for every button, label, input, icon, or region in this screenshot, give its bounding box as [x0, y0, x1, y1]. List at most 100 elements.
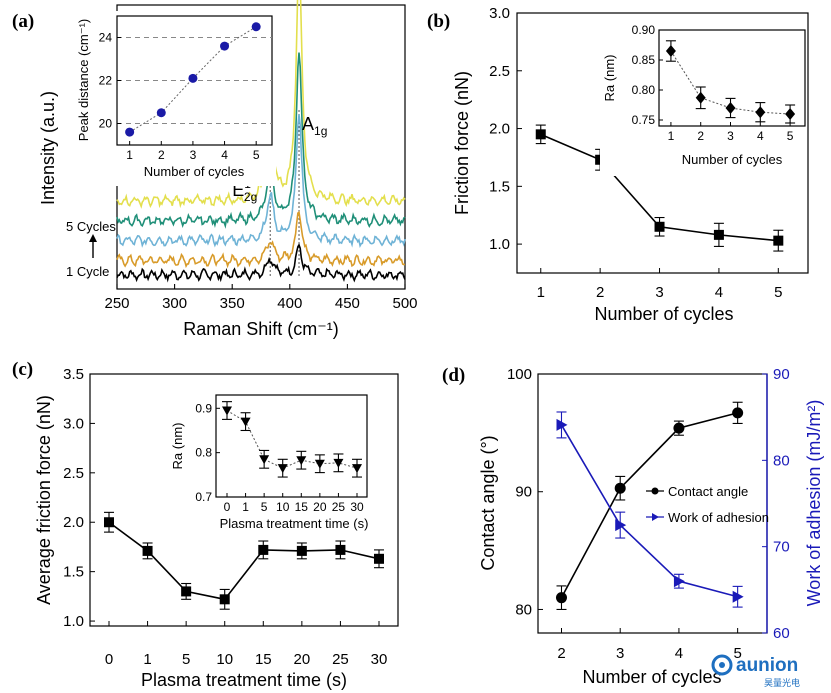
panel-c-y-tick-label: 2.0	[63, 514, 84, 531]
panel-d-point	[614, 482, 626, 494]
legend-work-marker	[652, 513, 659, 521]
panel-c-x-tick-label: 10	[216, 651, 233, 668]
panel-a-annotation-top: 5 Cycles	[66, 219, 116, 234]
panel-a-inset-x-tick-label: 3	[190, 148, 197, 162]
panel-c-series-line	[108, 521, 380, 601]
panel-b-x-tick-label: 4	[715, 284, 723, 301]
panel-b-inset-y-label: Ra (nm)	[602, 55, 617, 102]
panel-b-y-tick-label: 1.0	[489, 236, 510, 253]
panel-b-point	[654, 221, 665, 232]
panel-a-series-line	[116, 210, 406, 269]
panel-c-inset-point	[296, 456, 307, 466]
panel-a-inset-x-tick-label: 1	[126, 148, 133, 162]
panel-a-inset-y-tick-label: 24	[99, 31, 113, 45]
panel-b-y-tick-label: 1.5	[489, 178, 510, 195]
panel-c-y-tick-label: 2.5	[63, 465, 84, 482]
panel-b-inset-point	[725, 102, 736, 114]
panel-b-inset-y-tick-label: 0.90	[632, 23, 656, 37]
panel-c-inset-x-tick-label: 30	[350, 500, 364, 514]
panel-c-x-label: Plasma treatment time (s)	[141, 670, 347, 690]
panel-c-inset-point	[333, 458, 344, 468]
panel-c-inset-x-tick-label: 5	[261, 500, 268, 514]
panel-b-x-tick-label: 3	[655, 284, 663, 301]
panel-c-inset-point	[314, 459, 325, 469]
panel-d-y-label: Contact angle (°)	[478, 435, 498, 570]
panel-c-y-tick-label: 3.5	[63, 366, 84, 383]
panel-c-point	[219, 594, 230, 605]
panel-c-inset-bg	[162, 378, 392, 536]
panel-c-x-tick-label: 20	[294, 651, 311, 668]
panel-a-inset-y-label: Peak distance (cm⁻¹)	[76, 19, 91, 141]
panel-a-inset-x-tick-label: 5	[253, 148, 260, 162]
panel-d-point	[732, 407, 744, 419]
logo-sub: 昊量光电	[764, 677, 800, 689]
panel-c-inset-y-tick-label: 0.7	[195, 490, 212, 504]
panel-a-x-tick-label: 350	[220, 295, 245, 312]
panel-c-inset-y-tick-label: 0.8	[195, 446, 212, 460]
panel-d-y2-tick-label: 90	[773, 366, 790, 383]
panel-b-inset-y-tick-label: 0.85	[632, 53, 656, 67]
panel-c-inset-point	[352, 464, 362, 474]
panel-a-inset-x-tick-label: 2	[158, 148, 165, 162]
legend-contact-marker	[651, 487, 659, 495]
panel-c: (c) 1.01.52.02.53.03.50 1 5 10 15 20 25 30 Plas…	[12, 359, 399, 690]
panel-a-series-line	[116, 52, 406, 229]
logo-icon-core	[719, 662, 725, 668]
panel-b-inset-x-tick-label: 3	[727, 129, 734, 143]
panel-b-x-tick-label: 5	[774, 284, 782, 301]
panel-c-point	[374, 553, 384, 564]
panel-d-y2-tick-label: 80	[773, 452, 790, 469]
panel-d-y2-tick-label: 70	[773, 539, 790, 556]
panel-c-inset-point	[259, 455, 270, 465]
panel-d-series-line	[560, 424, 738, 598]
panel-d-y2-label: Work of adhesion (mJ/m²)	[804, 400, 824, 607]
panel-c-x-tick-label: 1	[143, 651, 151, 668]
panel-b-inset-frame	[658, 29, 806, 127]
panel-b-inset-x-tick-label: 2	[697, 129, 704, 143]
panel-b-inset-point	[695, 91, 706, 104]
panel-a-series-line	[116, 243, 406, 283]
panel-b-y-tick-label: 2.5	[489, 63, 510, 80]
panel-b-inset-point	[755, 106, 766, 119]
panel-a-x-tick-label: 300	[162, 295, 187, 312]
panel-a-inset-x-label: Number of cycles	[144, 164, 245, 179]
panel-d-y-tick-label: 100	[507, 366, 532, 383]
panel-d-x-tick-label: 4	[675, 645, 683, 662]
panel-c-inset-x-tick-label: 25	[332, 500, 346, 514]
panel-d-point	[673, 422, 685, 434]
panel-d-point	[615, 519, 627, 532]
panel-a-inset-y-tick-label: 22	[99, 74, 113, 88]
panel-c-inset-frame	[215, 394, 368, 498]
panel-b-x-label: Number of cycles	[594, 304, 733, 324]
panel-d-series-line	[560, 412, 738, 599]
panel-a-arrow-head	[89, 234, 97, 242]
panel-a-peak-label-sub: 1g	[314, 124, 327, 138]
panel-a-inset: 20 22 24 1 2 3 4 5	[99, 22, 272, 162]
panel-a-x-tick-label: 250	[104, 295, 129, 312]
panel-a-inset-point	[188, 73, 198, 83]
panel-b-y-label: Friction force (nN)	[452, 71, 472, 215]
panel-c-label: (c)	[12, 359, 33, 380]
panel-b-point	[713, 229, 724, 240]
panel-b-y-tick-label: 2.0	[489, 121, 510, 138]
panel-c-y-label: Average friction force (nN)	[34, 395, 54, 605]
panel-a-label: (a)	[12, 11, 34, 32]
panel-c-y-tick-label: 3.0	[63, 415, 84, 432]
panel-c-inset-y-label: Ra (nm)	[170, 423, 185, 470]
panel-c-x-tick-label: 25	[332, 651, 349, 668]
panel-c-point	[296, 545, 307, 556]
panel-c-inset-x-label: Plasma treatment time (s)	[220, 516, 369, 531]
panel-b-x-tick-label: 1	[537, 284, 545, 301]
panel-a-x-label: Raman Shift (cm⁻¹)	[183, 319, 339, 339]
panel-c-inset-x-tick-label: 10	[276, 500, 290, 514]
panel-a-inset-x-tick-label: 4	[221, 148, 228, 162]
panel-c-point	[258, 544, 269, 555]
panel-b-inset-x-tick-label: 1	[668, 129, 675, 143]
panel-a-x-ticks: 250 300 350 400 450 500	[104, 284, 418, 312]
panel-a-x-tick-label: 400	[277, 295, 302, 312]
panel-c-x-tick-label: 0	[105, 651, 113, 668]
panel-b-inset-y-tick-label: 0.75	[632, 113, 656, 127]
panel-c-plot: 1.01.52.02.53.03.50 1 5 10 15 20 25 30	[63, 366, 387, 668]
panel-c-point	[104, 517, 114, 528]
